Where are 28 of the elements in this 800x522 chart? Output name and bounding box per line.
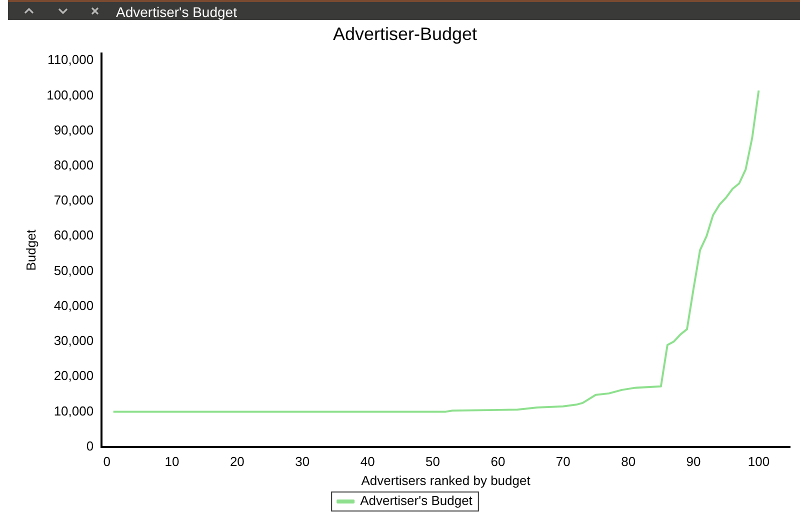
y-tick-label: 70,000 [54, 192, 94, 208]
x-tick-label: 30 [295, 454, 310, 470]
y-axis-title: Budget [23, 229, 38, 271]
x-tick-label: 20 [230, 454, 244, 470]
y-tick-label: 100,000 [46, 87, 94, 102]
chart-title: Advertiser-Budget [332, 24, 478, 44]
legend-label: Advertiser's Budget [360, 493, 473, 508]
y-tick-label: 20,000 [54, 368, 94, 384]
y-tick-label: 40,000 [54, 298, 94, 313]
x-axis-title: Advertisers ranked by budget [361, 472, 531, 488]
x-tick-label: 70 [556, 454, 570, 470]
y-tick-label: 80,000 [54, 158, 94, 173]
y-tick-label: 0 [86, 438, 94, 454]
x-tick-label: 50 [426, 454, 440, 470]
x-tick-label: 90 [686, 454, 701, 470]
y-tick-label: 110,000 [48, 52, 94, 68]
x-tick-label: 100 [748, 454, 770, 470]
x-tick-label: 0 [103, 454, 110, 470]
y-tick-label: 10,000 [54, 403, 94, 418]
x-tick-label: 10 [164, 454, 180, 470]
x-tick-label: 40 [360, 454, 375, 470]
x-tick-label: 80 [621, 454, 636, 470]
window-title-bar: Advertiser's Budget [8, 0, 800, 20]
y-tick-label: 60,000 [54, 228, 94, 243]
y-tick-label: 30,000 [54, 333, 94, 348]
y-tick-label: 50,000 [54, 262, 94, 278]
x-tick-label: 60 [490, 454, 506, 470]
y-tick-label: 90,000 [54, 122, 94, 138]
